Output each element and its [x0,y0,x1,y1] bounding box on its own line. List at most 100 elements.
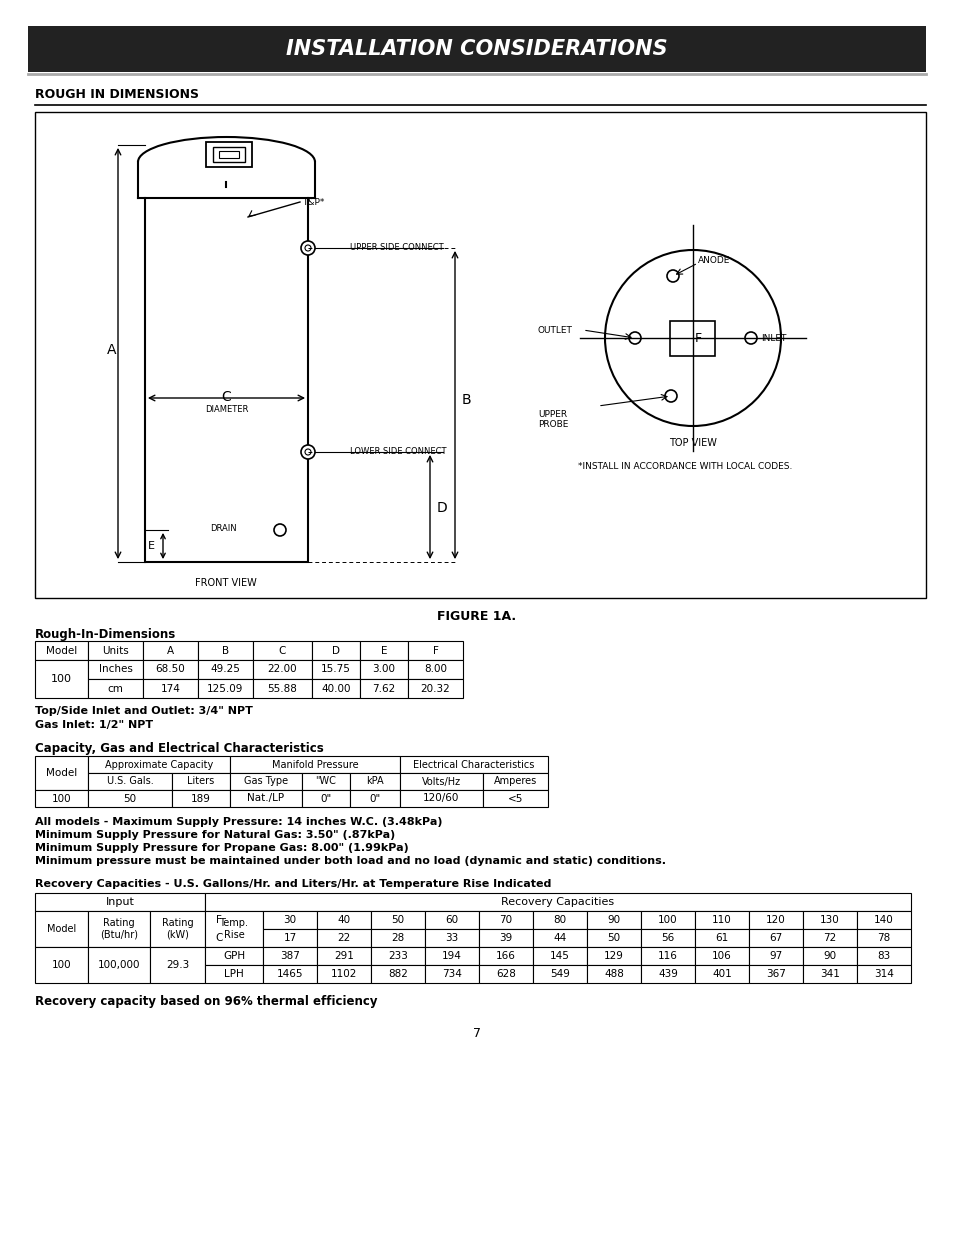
Text: C: C [221,390,232,404]
Bar [359,679,408,698]
Bar [478,929,533,947]
Text: 40.00: 40.00 [321,683,351,694]
Bar [88,790,172,806]
Bar [205,947,263,965]
Bar [316,929,371,947]
Text: Amperes: Amperes [494,777,537,787]
Text: kPA: kPA [366,777,383,787]
Text: UPPER SIDE CONNECT: UPPER SIDE CONNECT [350,243,443,252]
Text: "WC: "WC [315,777,336,787]
Text: 80: 80 [553,915,566,925]
Bar [482,773,547,790]
Bar [205,965,263,983]
Text: 40: 40 [337,915,350,925]
Text: 29.3: 29.3 [166,960,189,969]
Bar [640,911,695,929]
Text: Input: Input [106,897,134,906]
Text: C: C [215,932,222,944]
Text: Manifold Pressure: Manifold Pressure [272,760,358,769]
Bar [205,911,263,947]
Bar [802,947,856,965]
Text: 116: 116 [658,951,678,961]
Bar [478,911,533,929]
Text: F: F [215,915,222,925]
Bar [359,641,408,659]
Circle shape [744,332,757,345]
Bar [748,965,802,983]
Bar [263,965,316,983]
Bar [371,965,424,983]
Bar [424,911,478,929]
Bar [424,965,478,983]
Bar [230,756,399,773]
Text: Recovery Capacities: Recovery Capacities [501,897,614,906]
Bar [88,756,230,773]
Bar [856,929,910,947]
Bar [35,112,925,598]
Text: ANODE: ANODE [698,256,730,266]
Text: 110: 110 [711,915,731,925]
Bar [198,641,253,659]
Text: cm: cm [108,683,123,694]
Bar [263,911,316,929]
Text: ROUGH IN DIMENSIONS: ROUGH IN DIMENSIONS [35,88,199,101]
Text: Approximate Capacity: Approximate Capacity [105,760,213,769]
Text: 72: 72 [822,932,836,944]
Circle shape [274,524,286,536]
Bar [219,151,239,158]
Bar [802,965,856,983]
Text: INLET: INLET [760,333,785,343]
Text: D: D [332,646,339,656]
Bar [856,965,910,983]
Text: 50: 50 [607,932,619,944]
Text: 130: 130 [820,915,839,925]
Bar [371,947,424,965]
Bar [88,947,150,983]
Bar [586,947,640,965]
Bar [172,773,230,790]
Bar [198,659,253,679]
Bar [263,947,316,965]
Text: 22.00: 22.00 [268,664,297,674]
Text: 49.25: 49.25 [211,664,240,674]
Bar [312,679,359,698]
Text: <5: <5 [507,794,522,804]
Bar [586,965,640,983]
Bar [371,911,424,929]
Bar [88,911,150,947]
Text: 0": 0" [320,794,332,804]
Bar [205,893,910,911]
Text: 22: 22 [337,932,351,944]
Bar [478,965,533,983]
Text: 174: 174 [160,683,180,694]
Text: A: A [167,646,173,656]
Bar [695,965,748,983]
Bar [695,911,748,929]
Circle shape [604,249,781,426]
Bar [88,641,143,659]
Text: E: E [380,646,387,656]
Text: Units: Units [102,646,129,656]
Bar [35,911,88,947]
Bar [35,790,88,806]
Circle shape [664,390,677,403]
Text: 90: 90 [822,951,836,961]
Text: OUTLET: OUTLET [537,326,572,335]
Text: 488: 488 [603,969,623,979]
Bar [359,659,408,679]
Bar [533,929,586,947]
Bar [802,911,856,929]
Text: 97: 97 [768,951,781,961]
Text: C: C [278,646,286,656]
Bar [640,947,695,965]
Bar [482,790,547,806]
Bar [35,641,88,659]
Text: Minimum Supply Pressure for Natural Gas: 3.50" (.87kPa): Minimum Supply Pressure for Natural Gas:… [35,830,395,840]
Text: 367: 367 [765,969,785,979]
Text: A: A [107,343,116,357]
Text: UPPER
PROBE: UPPER PROBE [537,410,568,430]
Bar [253,641,312,659]
Bar [695,929,748,947]
Text: B: B [222,646,229,656]
Circle shape [305,450,311,454]
